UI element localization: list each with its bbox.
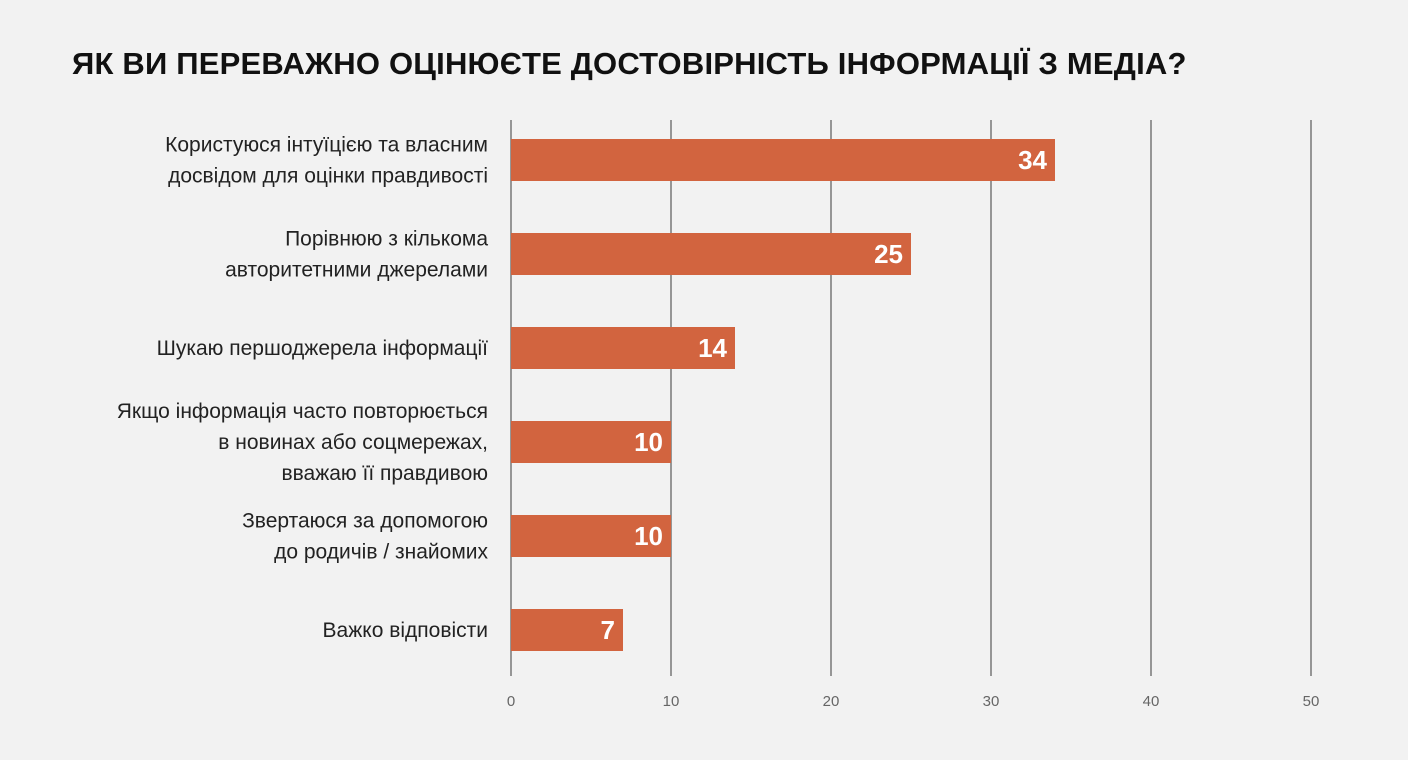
- bars: 34 25 14 10 10 7: [511, 139, 1055, 651]
- category-label: досвідом для оцінки правдивості: [168, 165, 488, 188]
- x-axis-ticks: 0 10 20 30 40 50: [507, 693, 1320, 710]
- bar: [511, 139, 1055, 181]
- x-tick-label: 20: [823, 693, 840, 710]
- category-label: Якщо інформація часто повторюється: [117, 400, 488, 423]
- x-tick-label: 30: [983, 693, 1000, 710]
- category-label: Користуюся інтуїцією та власним: [165, 134, 488, 157]
- bar-value-label: 14: [698, 333, 727, 363]
- gridlines: [510, 120, 1312, 676]
- category-label: Важко відповісти: [323, 619, 488, 642]
- category-label: Порівнюю з кількома: [285, 228, 488, 251]
- bar: [511, 609, 623, 651]
- x-tick-label: 10: [663, 693, 680, 710]
- chart-title: ЯК ВИ ПЕРЕВАЖНО ОЦІНЮЄТЕ ДОСТОВІРНІСТЬ І…: [72, 46, 1187, 81]
- bar-value-label: 34: [1018, 145, 1047, 175]
- category-label: Звертаюся за допомогою: [242, 510, 488, 533]
- bar: [511, 233, 911, 275]
- category-label: вважаю її правдивою: [281, 462, 488, 485]
- x-tick-label: 40: [1143, 693, 1160, 710]
- category-label: до родичів / знайомих: [274, 541, 488, 564]
- bar: [511, 421, 671, 463]
- x-tick-label: 50: [1303, 693, 1320, 710]
- category-labels: Користуюся інтуїцією та власним досвідом …: [117, 134, 489, 643]
- bar-value-label: 10: [634, 427, 663, 457]
- bar: [511, 327, 735, 369]
- category-label: Шукаю першоджерела інформації: [157, 337, 489, 360]
- x-tick-label: 0: [507, 693, 515, 710]
- bar-value-label: 10: [634, 521, 663, 551]
- category-label: в новинах або соцмережах,: [218, 431, 488, 454]
- category-label: авторитетними джерелами: [225, 259, 488, 282]
- bar: [511, 515, 671, 557]
- bar-value-label: 25: [874, 239, 903, 269]
- bar-value-label: 7: [601, 615, 615, 645]
